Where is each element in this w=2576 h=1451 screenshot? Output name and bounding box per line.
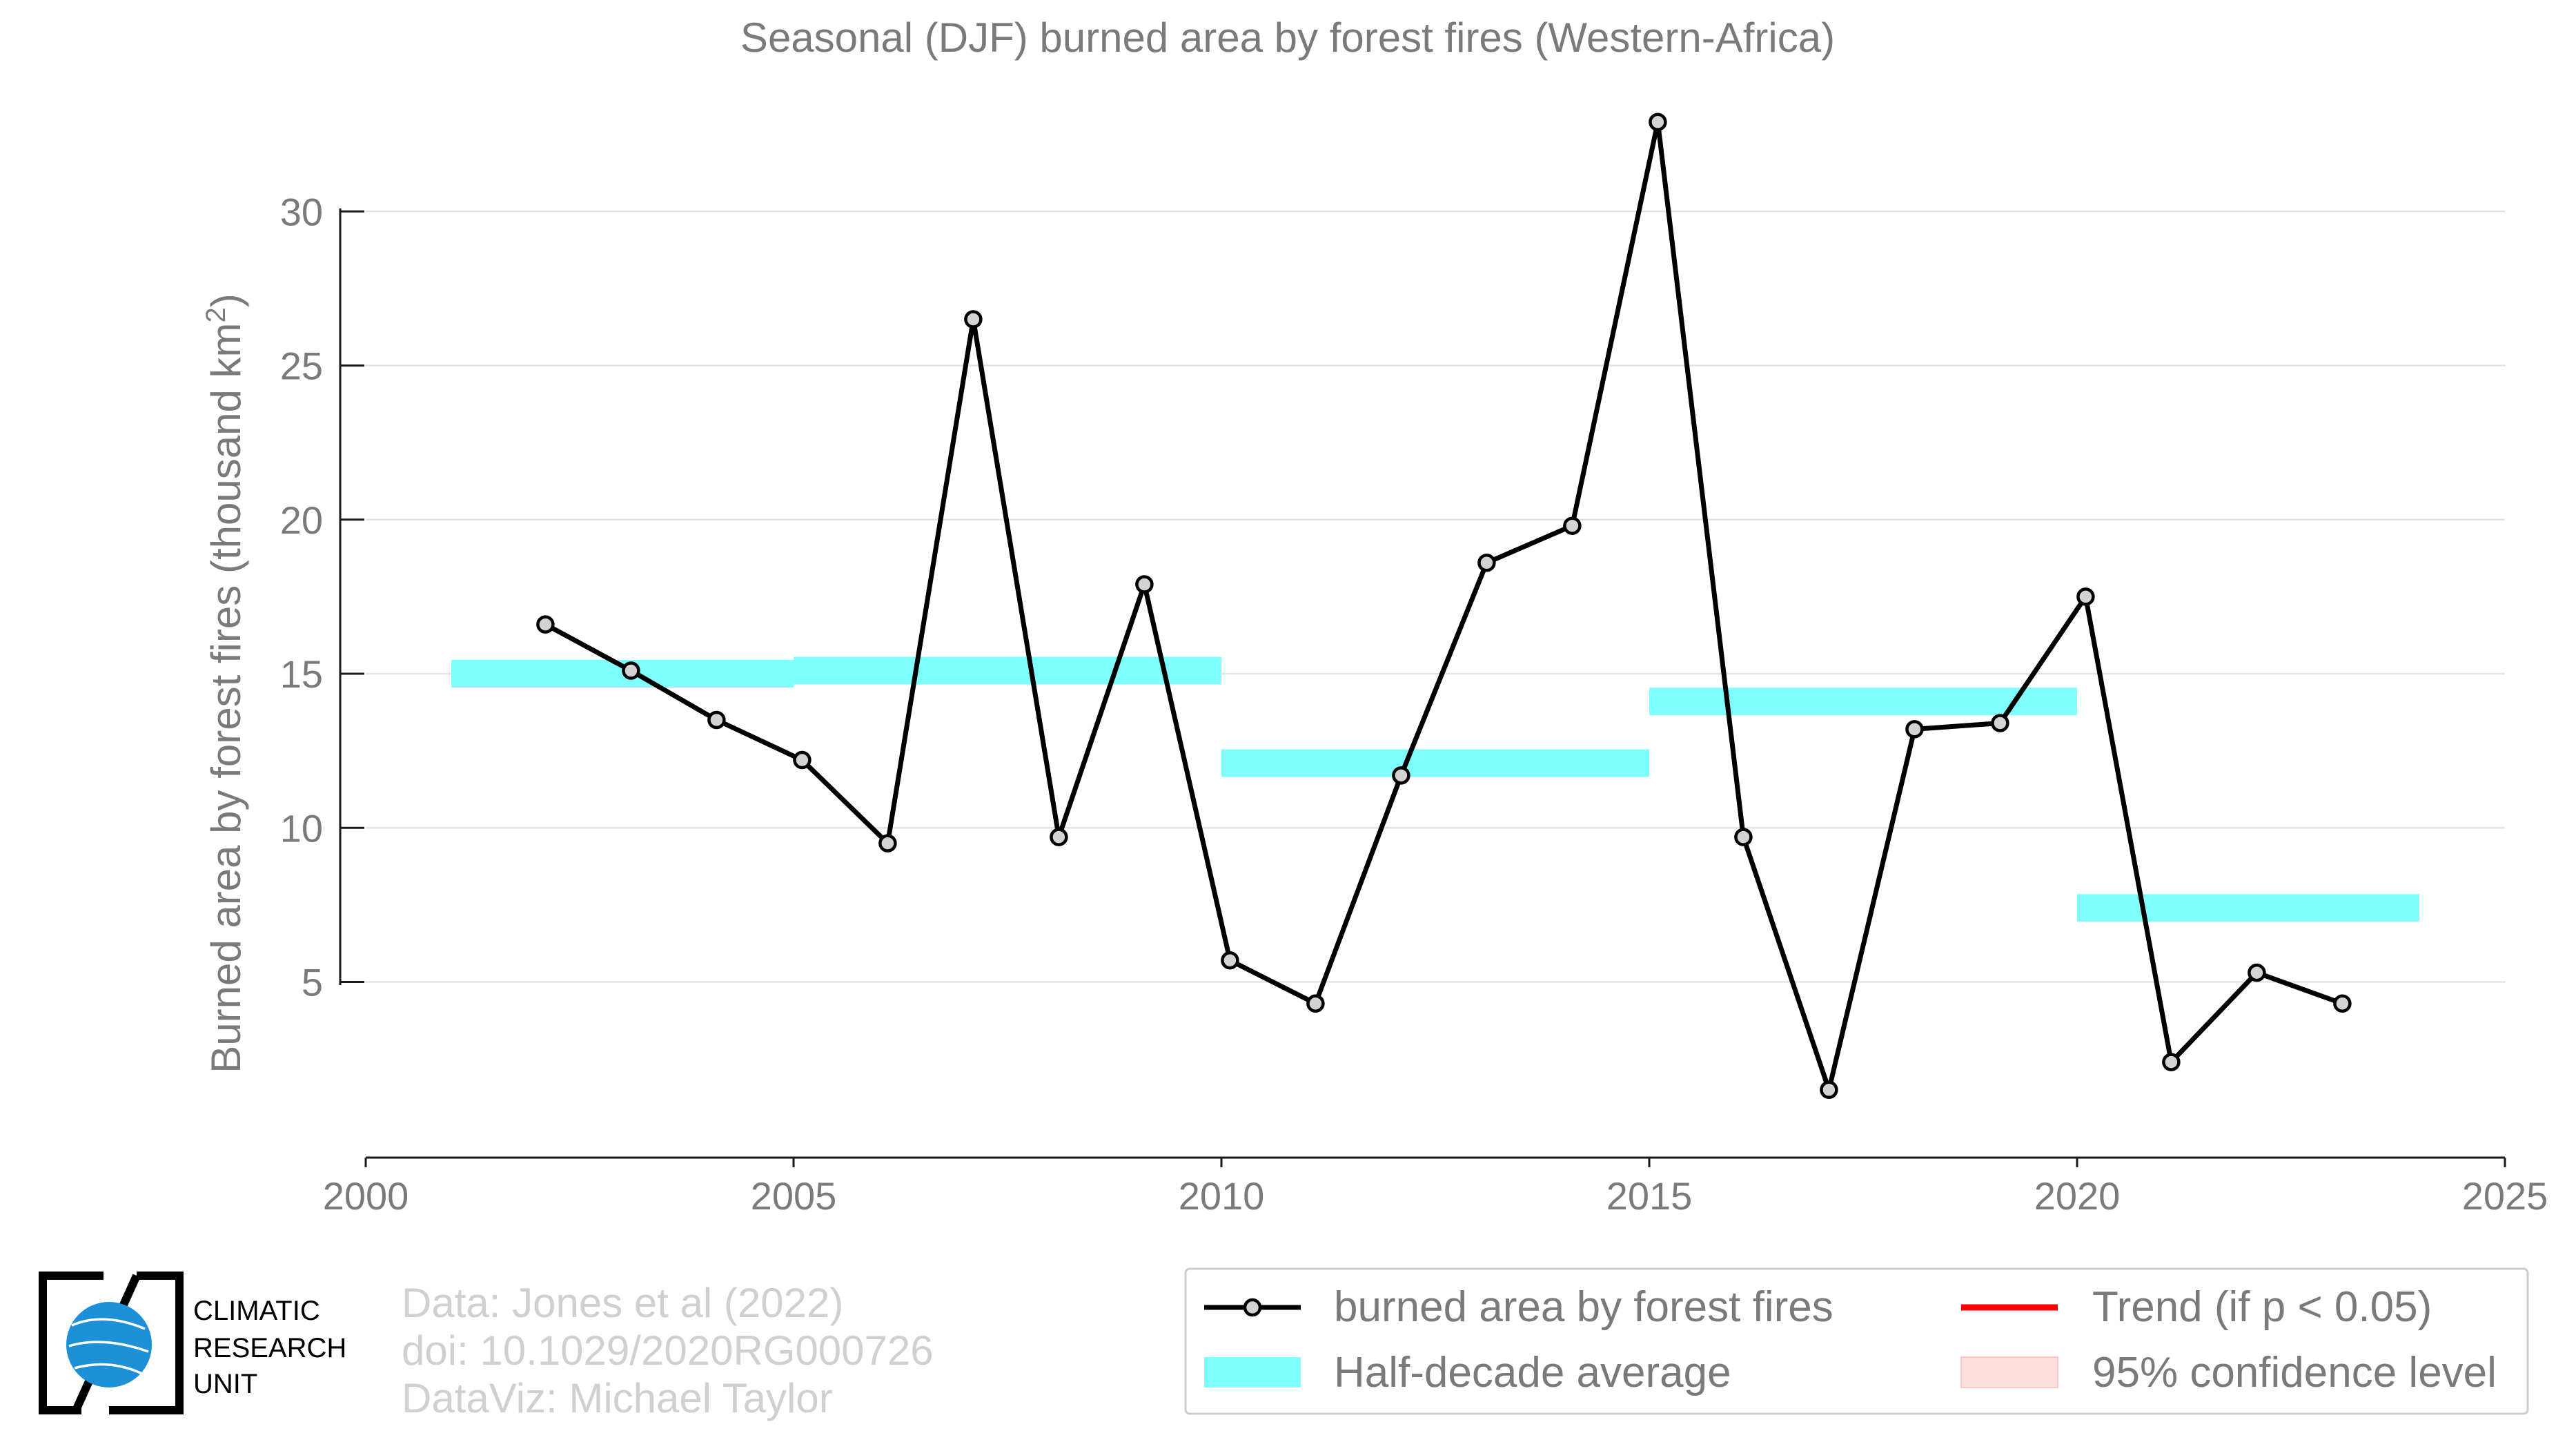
- data-point-22: [2333, 994, 2352, 1013]
- legend-trend-label: Trend (if p < 0.05): [2092, 1283, 2432, 1331]
- y-axis-label-text: Burned area by forest fires (thousand km: [203, 323, 249, 1073]
- data-point-18: [1991, 714, 2009, 732]
- y-tick-label-10: 10: [280, 806, 323, 850]
- x-tick-label-2015: 2015: [1606, 1174, 1693, 1218]
- data-point-11: [1392, 766, 1410, 785]
- chart-title: Seasonal (DJF) burned area by forest fir…: [740, 14, 1835, 61]
- legend-confidence-label: 95% confidence level: [2092, 1349, 2497, 1396]
- half-decade-bars: [451, 656, 2419, 922]
- logo-line-1: CLIMATIC: [193, 1296, 320, 1326]
- data-point-2: [622, 661, 640, 680]
- data-point-21: [2248, 963, 2266, 982]
- half-decade-bar-3: [1221, 749, 1649, 777]
- data-point-9: [1221, 951, 1239, 970]
- y-tick-label-30: 30: [280, 190, 323, 233]
- legend-average-label: Half-decade average: [1334, 1349, 1731, 1396]
- half-decade-bar-2: [794, 656, 1221, 685]
- data-point-3: [707, 710, 726, 730]
- logo-line-3: UNIT: [193, 1369, 257, 1399]
- credit-data: Data: Jones et al (2022): [402, 1280, 843, 1326]
- half-decade-bar-5: [2077, 894, 2419, 922]
- series-line-1: [544, 119, 2343, 1093]
- x-ticks: 2000 2005 2010 2015 2020 2025: [323, 1158, 2548, 1218]
- cru-logo: CLIMATIC RESEARCH UNIT: [39, 1272, 346, 1414]
- data-point-7: [1050, 828, 1068, 846]
- data-point-16: [1820, 1080, 1838, 1100]
- data-point-12: [1477, 554, 1496, 572]
- legend-box: [1184, 1267, 2529, 1415]
- gridlines: [366, 211, 2505, 983]
- logo-line-2: RESEARCH: [193, 1333, 346, 1363]
- x-tick-label-2010: 2010: [1179, 1174, 1265, 1218]
- x-tick-label-2005: 2005: [751, 1174, 837, 1218]
- data-point-1: [536, 615, 555, 634]
- y-axis-label-close: ): [203, 293, 249, 307]
- series-layer: [536, 113, 2352, 1100]
- data-point-14: [1649, 113, 1667, 132]
- credit-dataviz: DataViz: Michael Taylor: [402, 1375, 833, 1421]
- data-point-19: [2076, 587, 2095, 606]
- x-tick-label-2000: 2000: [323, 1174, 409, 1218]
- data-point-8: [1135, 575, 1154, 594]
- data-point-13: [1563, 516, 1582, 535]
- y-ticks: 5 10 15 20 25 30: [280, 190, 364, 1004]
- logo-bracket-icon: [39, 1272, 184, 1414]
- y-tick-label-25: 25: [280, 344, 323, 388]
- y-axis-label-superscript: 2: [201, 307, 231, 322]
- globe-lines-icon: [68, 1318, 149, 1375]
- legend-confidence-swatch: [1960, 1356, 2058, 1388]
- credit-doi: doi: 10.1029/2020RG000726: [402, 1327, 934, 1374]
- legend-series-label: burned area by forest fires: [1334, 1283, 1833, 1331]
- y-tick-label-20: 20: [280, 498, 323, 542]
- data-point-20: [2162, 1053, 2181, 1071]
- legend-average-swatch: [1204, 1357, 1301, 1387]
- x-tick-label-2020: 2020: [2034, 1174, 2121, 1218]
- data-point-17: [1905, 720, 1924, 739]
- y-axis-label: Burned area by forest fires (thousand km…: [201, 293, 249, 1073]
- legend-series-marker: [1243, 1298, 1262, 1317]
- data-point-15: [1734, 828, 1753, 846]
- data-point-5: [878, 834, 897, 853]
- legend: burned area by forest fires Trend (if p …: [1184, 1267, 2529, 1415]
- y-tick-label-15: 15: [280, 652, 323, 696]
- data-point-10: [1306, 994, 1325, 1013]
- y-tick-label-5: 5: [302, 961, 323, 1004]
- data-point-4: [793, 750, 812, 770]
- x-tick-label-2025: 2025: [2462, 1174, 2548, 1218]
- data-point-6: [964, 310, 983, 329]
